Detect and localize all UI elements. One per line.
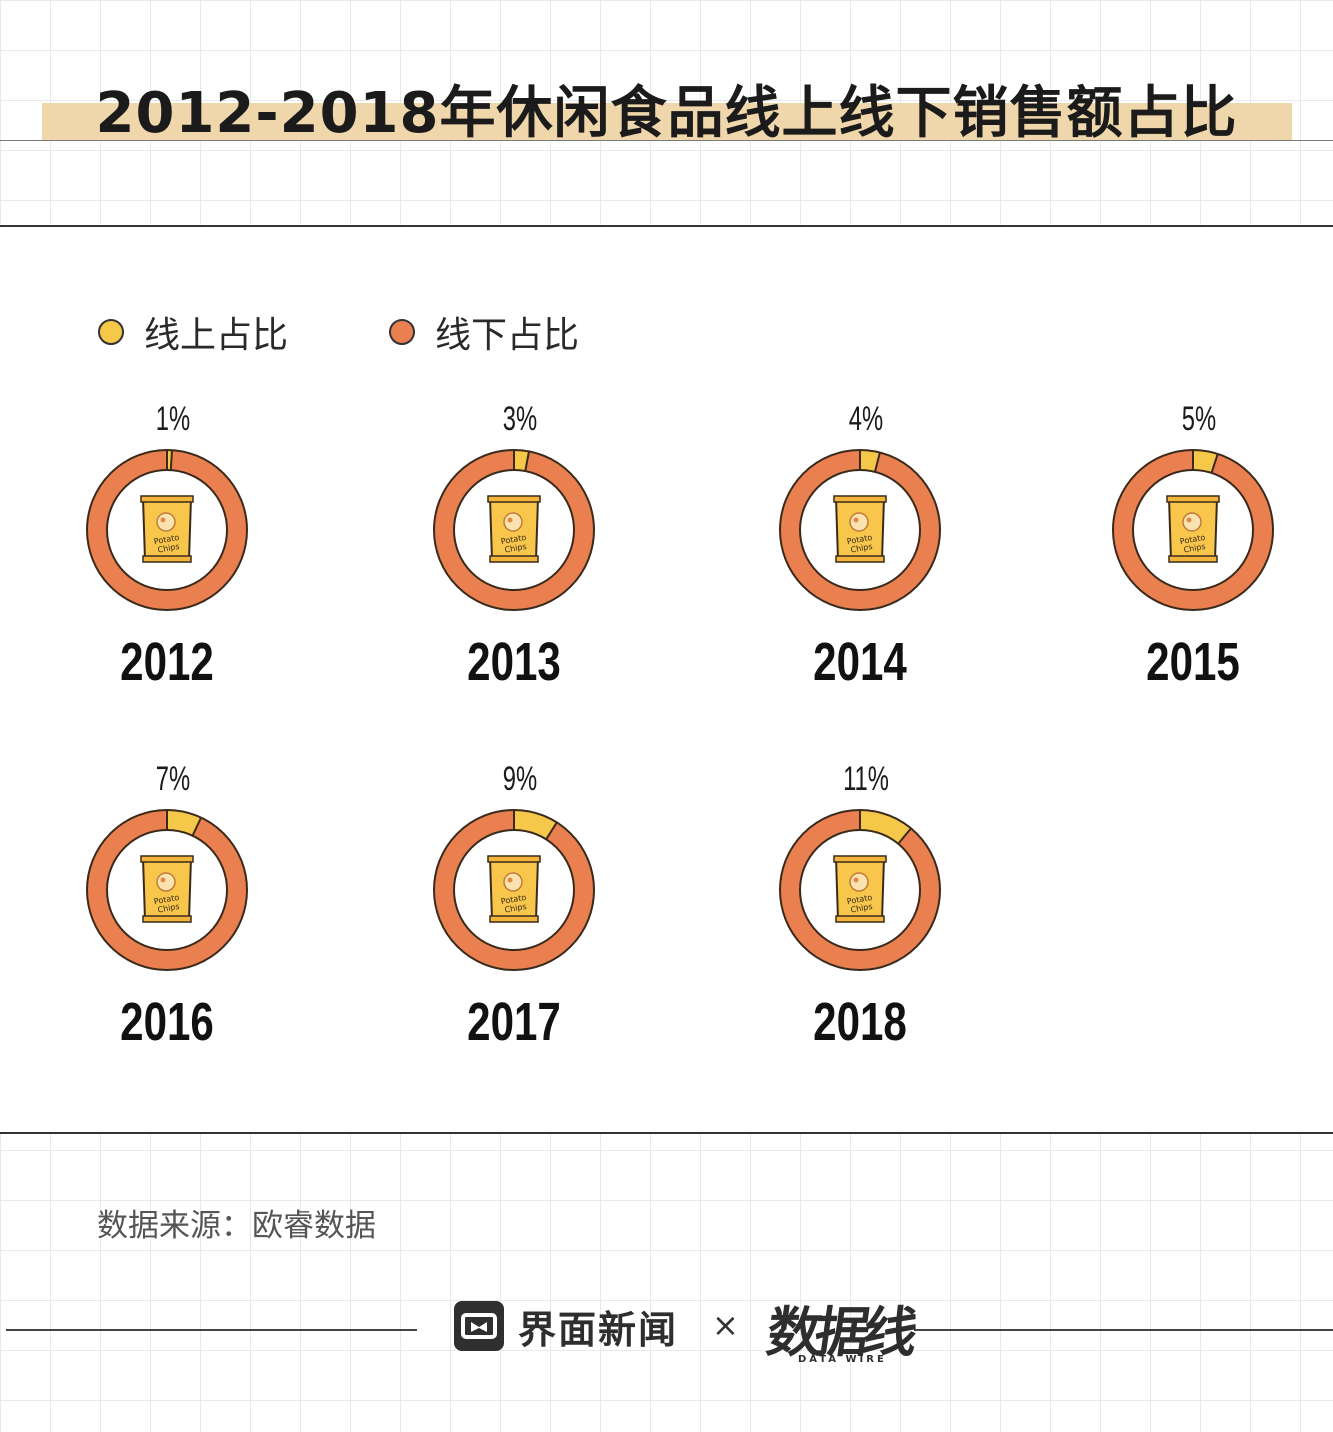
value-label-2017: 9% bbox=[503, 760, 537, 798]
legend-swatch-online bbox=[98, 319, 124, 345]
slice-online-2014 bbox=[859, 450, 880, 472]
footer-rule-right bbox=[914, 1329, 1333, 1331]
datawire-logo-subtitle: DATA WIRE bbox=[798, 1354, 887, 1365]
legend-item-offline: 线下占比 bbox=[389, 312, 579, 356]
value-label-2018: 11% bbox=[843, 760, 889, 798]
chip-bag-text: Chips bbox=[157, 902, 180, 915]
slice-divider bbox=[169, 450, 174, 471]
value-label-2016: 7% bbox=[156, 760, 190, 798]
slice-divider bbox=[1210, 453, 1219, 474]
chip-bag-text: Chips bbox=[850, 542, 873, 555]
slice-online-2017 bbox=[513, 810, 557, 840]
chip-bag-text: Potato bbox=[1179, 533, 1206, 546]
category-label-2017: 2017 bbox=[467, 992, 561, 1052]
data-source: 数据来源：欧睿数据 bbox=[97, 1208, 376, 1244]
slice-online-2015 bbox=[1192, 450, 1218, 474]
brand-jiemian: 界面新闻 bbox=[454, 1300, 678, 1352]
chip-bag-text: Potato bbox=[500, 893, 527, 906]
category-label-2016: 2016 bbox=[120, 992, 214, 1052]
slice-divider bbox=[545, 821, 558, 840]
slice-divider bbox=[524, 451, 530, 472]
jiemian-logo-icon bbox=[454, 1301, 504, 1351]
title-rule bbox=[0, 140, 1333, 141]
chip-bag-text: Chips bbox=[504, 902, 527, 915]
chip-bag-text: Chips bbox=[504, 542, 527, 555]
legend-item-online: 线上占比 bbox=[98, 312, 288, 356]
category-label-2013: 2013 bbox=[467, 632, 561, 692]
chip-bag-text: Potato bbox=[153, 533, 180, 546]
category-label-2014: 2014 bbox=[813, 632, 907, 692]
category-label-2012: 2012 bbox=[120, 632, 214, 692]
value-label-2014: 4% bbox=[849, 400, 883, 438]
separator: × bbox=[712, 1306, 739, 1344]
category-label-2018: 2018 bbox=[813, 992, 907, 1052]
chip-bag-text: Potato bbox=[846, 893, 873, 906]
slice-online-2013 bbox=[513, 450, 529, 472]
value-label-2013: 3% bbox=[503, 400, 537, 438]
legend-swatch-offline bbox=[389, 319, 415, 345]
slice-online-2016 bbox=[166, 810, 202, 836]
chip-bag-text: Potato bbox=[846, 533, 873, 546]
datawire-logo: 数据线 DATA WIRE bbox=[763, 1288, 916, 1367]
chip-bag-text: Chips bbox=[850, 902, 873, 915]
slice-online-2018 bbox=[859, 810, 911, 845]
footer-rule-left bbox=[6, 1329, 417, 1331]
legend-label-offline: 线下占比 bbox=[435, 315, 580, 356]
chip-bag-text: Chips bbox=[1183, 542, 1206, 555]
chart-panel bbox=[0, 225, 1333, 1134]
chip-bag-text: Potato bbox=[500, 533, 527, 546]
page-title: 2012-2018年休闲食品线上线下销售额占比 bbox=[95, 81, 1238, 146]
slice-divider bbox=[873, 452, 881, 473]
value-label-2012: 1% bbox=[156, 400, 190, 438]
chip-bag-text: Chips bbox=[157, 542, 180, 555]
slice-divider bbox=[897, 827, 912, 845]
slice-divider bbox=[191, 817, 202, 837]
category-label-2015: 2015 bbox=[1146, 632, 1240, 692]
title-band bbox=[42, 103, 1292, 140]
value-label-2015: 5% bbox=[1182, 400, 1216, 438]
chip-bag-text: Potato bbox=[153, 893, 180, 906]
legend-label-online: 线上占比 bbox=[144, 315, 289, 356]
brand-name: 界面新闻 bbox=[518, 1307, 679, 1352]
